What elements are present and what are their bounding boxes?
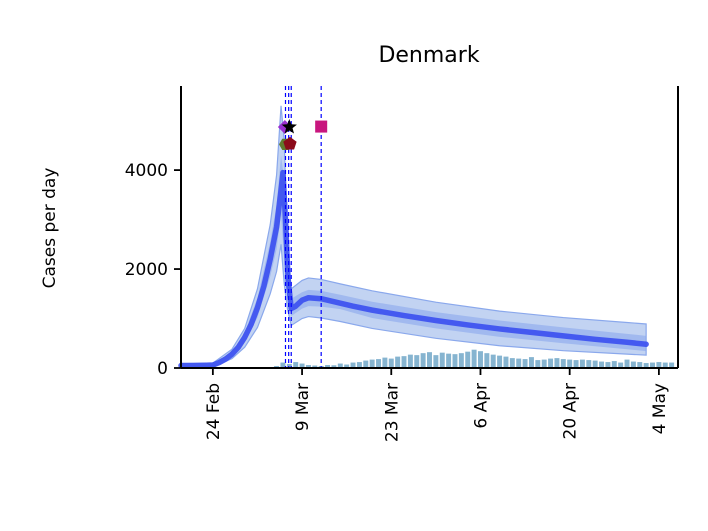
observed-bar [280, 362, 286, 368]
observed-bar [446, 353, 452, 368]
observed-bar [369, 359, 375, 368]
observed-bar [528, 357, 534, 368]
chart-title: Denmark [378, 43, 479, 68]
observed-bar [293, 362, 299, 368]
observed-bar [630, 361, 636, 368]
x-tick-label: 20 Apr [561, 383, 581, 439]
pentagon-marker [283, 136, 297, 150]
observed-bar [337, 363, 343, 368]
observed-bar [356, 362, 362, 368]
observed-bar [414, 355, 420, 368]
observed-bar [592, 360, 598, 368]
observed-bar [286, 364, 292, 368]
observed-bar [650, 362, 655, 368]
observed-bar [382, 357, 388, 368]
x-tick-label: 24 Feb [204, 383, 224, 440]
x-tick-label: 9 Mar [293, 383, 313, 431]
observed-bar [579, 359, 585, 368]
observed-bar [477, 351, 483, 368]
observed-bar [388, 358, 394, 368]
observed-bar [599, 361, 605, 368]
observed-bar [497, 355, 503, 368]
observed-bar [586, 360, 592, 368]
plot-area [178, 86, 675, 369]
observed-bar [325, 365, 331, 368]
observed-bar [299, 363, 305, 368]
observed-bar [618, 362, 624, 368]
observed-bar [376, 359, 382, 368]
model-median-line [178, 169, 649, 369]
x-tick-label: 23 Mar [382, 383, 402, 442]
observed-bar [395, 356, 401, 368]
observed-bar [573, 360, 579, 368]
observed-bar [363, 360, 369, 368]
observed-bar [548, 358, 554, 368]
observed-bar [465, 351, 471, 368]
axes: 0 2000 4000 24 Feb 9 Mar 23 Mar 6 Apr 20 Apr 4 M… [125, 86, 679, 442]
observed-bar [471, 349, 477, 368]
observed-bar [637, 362, 643, 368]
observed-bar [509, 358, 515, 368]
observed-bar [605, 362, 611, 368]
observed-bar [624, 359, 630, 368]
observed-bar [401, 356, 407, 368]
y-axis-label: Cases per day [40, 168, 60, 289]
y-tick-label: 4000 [125, 161, 168, 181]
observed-bar [458, 353, 464, 368]
observed-bar [427, 352, 432, 368]
y-tick-label: 2000 [125, 260, 168, 280]
y-tick-label: 0 [157, 359, 168, 379]
observed-bar [420, 353, 426, 368]
credible-band-inner [181, 155, 647, 367]
observed-bar [490, 354, 496, 368]
observed-bar [522, 359, 528, 368]
observed-bar [516, 358, 522, 368]
observed-bar [344, 364, 350, 368]
observed-bar [350, 362, 356, 368]
observed-bar [567, 359, 573, 368]
observed-bar [433, 355, 439, 368]
observed-bar [541, 359, 547, 368]
x-tick-label: 4 May [650, 383, 670, 434]
observed-bar [560, 359, 566, 368]
observed-bar [484, 353, 490, 368]
observed-bar [669, 362, 675, 368]
observed-bar [662, 362, 668, 368]
observed-bar [331, 365, 337, 368]
observed-bar [439, 352, 445, 368]
observed-bar [407, 354, 413, 368]
observed-bar [535, 360, 541, 368]
x-tick-label: 6 Apr [471, 383, 491, 429]
observed-bar [452, 354, 458, 368]
observed-bar [643, 363, 649, 368]
observed-bar [305, 365, 311, 368]
observed-bar [554, 358, 560, 368]
observed-bar [611, 361, 617, 368]
square-marker [315, 120, 328, 133]
observed-bar [656, 362, 662, 368]
observed-bar [503, 356, 509, 368]
observed-bar [312, 365, 318, 368]
star-marker [281, 119, 297, 134]
